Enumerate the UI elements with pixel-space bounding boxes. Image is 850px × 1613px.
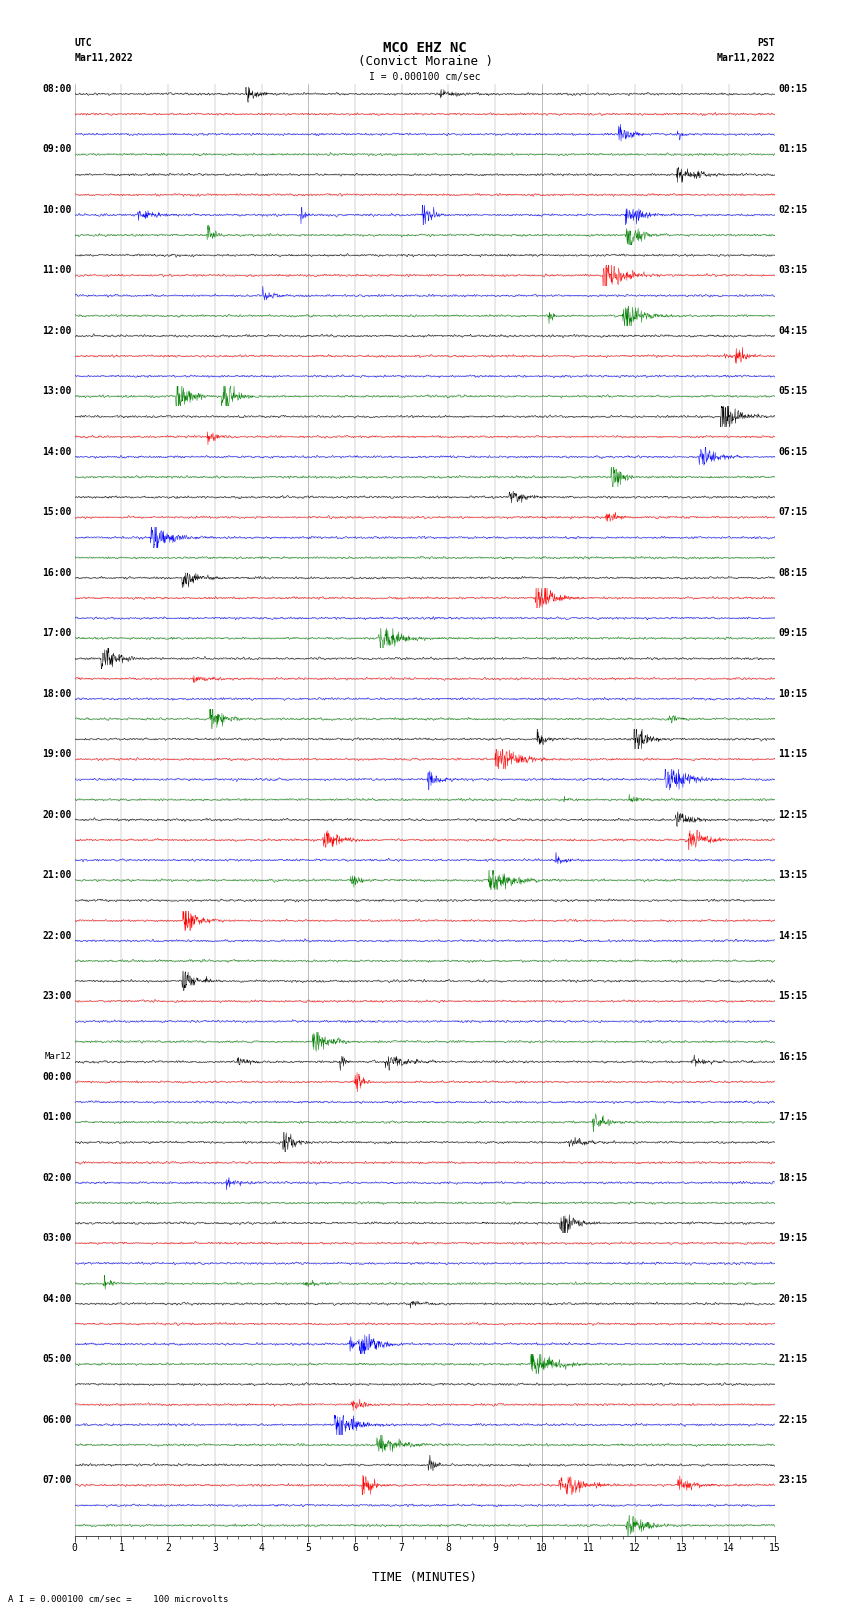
Text: 01:00: 01:00 xyxy=(42,1113,71,1123)
Text: 09:15: 09:15 xyxy=(779,629,808,639)
Text: 00:00: 00:00 xyxy=(42,1073,71,1082)
Text: 12:00: 12:00 xyxy=(42,326,71,336)
Text: 10:00: 10:00 xyxy=(42,205,71,215)
Text: A I = 0.000100 cm/sec =    100 microvolts: A I = 0.000100 cm/sec = 100 microvolts xyxy=(8,1594,229,1603)
Text: 07:00: 07:00 xyxy=(42,1474,71,1486)
Text: 13:00: 13:00 xyxy=(42,387,71,397)
Text: UTC: UTC xyxy=(75,39,93,48)
Text: 11:00: 11:00 xyxy=(42,266,71,276)
Text: (Convict Moraine ): (Convict Moraine ) xyxy=(358,55,492,68)
Text: 15:00: 15:00 xyxy=(42,508,71,518)
Text: Mar11,2022: Mar11,2022 xyxy=(75,53,133,63)
Text: 16:00: 16:00 xyxy=(42,568,71,577)
Text: 04:00: 04:00 xyxy=(42,1294,71,1303)
Text: PST: PST xyxy=(757,39,775,48)
Text: 07:15: 07:15 xyxy=(779,508,808,518)
Text: 11:15: 11:15 xyxy=(779,750,808,760)
Text: 13:15: 13:15 xyxy=(779,871,808,881)
Text: 14:15: 14:15 xyxy=(779,931,808,940)
Text: 00:15: 00:15 xyxy=(779,84,808,94)
Text: 10:15: 10:15 xyxy=(779,689,808,698)
Text: 03:15: 03:15 xyxy=(779,266,808,276)
Text: 01:15: 01:15 xyxy=(779,145,808,155)
Text: 05:00: 05:00 xyxy=(42,1353,71,1365)
Text: 08:00: 08:00 xyxy=(42,84,71,94)
Text: 19:15: 19:15 xyxy=(779,1232,808,1244)
Text: 18:15: 18:15 xyxy=(779,1173,808,1182)
Text: 17:00: 17:00 xyxy=(42,629,71,639)
Text: 22:15: 22:15 xyxy=(779,1415,808,1424)
Text: MCO EHZ NC: MCO EHZ NC xyxy=(383,40,467,55)
Text: 16:15: 16:15 xyxy=(779,1052,808,1061)
Text: 18:00: 18:00 xyxy=(42,689,71,698)
Text: I = 0.000100 cm/sec: I = 0.000100 cm/sec xyxy=(369,73,481,82)
Text: 08:15: 08:15 xyxy=(779,568,808,577)
Text: 06:15: 06:15 xyxy=(779,447,808,456)
Text: 21:15: 21:15 xyxy=(779,1353,808,1365)
Text: 20:00: 20:00 xyxy=(42,810,71,819)
Text: 02:15: 02:15 xyxy=(779,205,808,215)
Text: 03:00: 03:00 xyxy=(42,1232,71,1244)
Text: 23:00: 23:00 xyxy=(42,990,71,1002)
Text: 17:15: 17:15 xyxy=(779,1113,808,1123)
Text: 19:00: 19:00 xyxy=(42,750,71,760)
Text: 15:15: 15:15 xyxy=(779,990,808,1002)
Text: TIME (MINUTES): TIME (MINUTES) xyxy=(372,1571,478,1584)
Text: 04:15: 04:15 xyxy=(779,326,808,336)
Text: 14:00: 14:00 xyxy=(42,447,71,456)
Text: 05:15: 05:15 xyxy=(779,387,808,397)
Text: 06:00: 06:00 xyxy=(42,1415,71,1424)
Text: 20:15: 20:15 xyxy=(779,1294,808,1303)
Text: 23:15: 23:15 xyxy=(779,1474,808,1486)
Text: 09:00: 09:00 xyxy=(42,145,71,155)
Text: 02:00: 02:00 xyxy=(42,1173,71,1182)
Text: Mar12: Mar12 xyxy=(44,1052,71,1061)
Text: Mar11,2022: Mar11,2022 xyxy=(717,53,775,63)
Text: 22:00: 22:00 xyxy=(42,931,71,940)
Text: 21:00: 21:00 xyxy=(42,871,71,881)
Text: 12:15: 12:15 xyxy=(779,810,808,819)
